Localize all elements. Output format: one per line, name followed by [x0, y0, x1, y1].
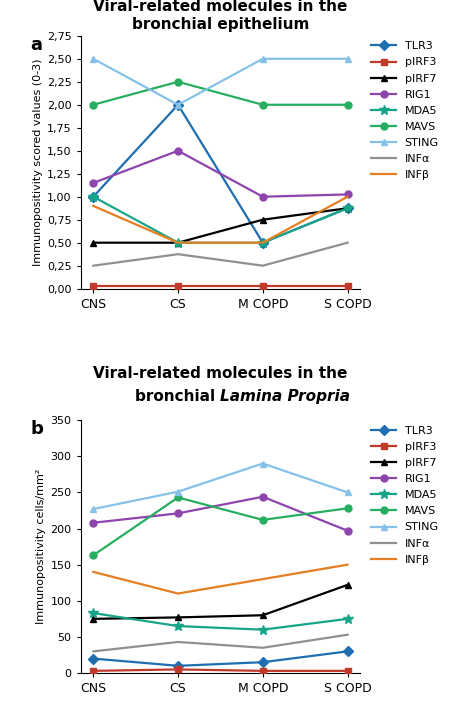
Text: a: a [30, 36, 42, 54]
Y-axis label: Immunopositivity cells/mm²: Immunopositivity cells/mm² [36, 469, 46, 624]
Text: Viral-related molecules in the: Viral-related molecules in the [93, 366, 347, 381]
Y-axis label: Immunopositivity scored values (0-3): Immunopositivity scored values (0-3) [33, 59, 43, 266]
Text: bronchial: bronchial [135, 389, 220, 404]
Legend: TLR3, pIRF3, pIRF7, RIG1, MDA5, MAVS, STING, INFα, INFβ: TLR3, pIRF3, pIRF7, RIG1, MDA5, MAVS, ST… [372, 42, 439, 180]
Text: b: b [30, 420, 43, 438]
Legend: TLR3, pIRF3, pIRF7, RIG1, MDA5, MAVS, STING, INFα, INFβ: TLR3, pIRF3, pIRF7, RIG1, MDA5, MAVS, ST… [372, 426, 439, 565]
Text: Lamina Propria: Lamina Propria [220, 389, 350, 404]
Title: Viral-related molecules in the
bronchial epithelium: Viral-related molecules in the bronchial… [93, 0, 347, 32]
